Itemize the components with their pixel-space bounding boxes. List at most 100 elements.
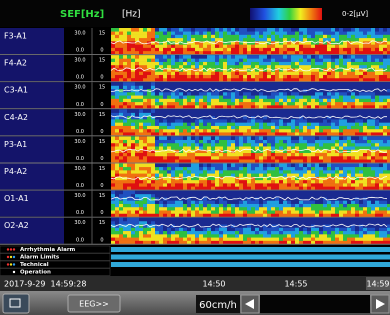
spectrogram-cell — [143, 109, 147, 113]
spectrogram-cell — [375, 129, 379, 133]
spectrogram-cell — [203, 95, 207, 99]
spectrogram-cell — [291, 200, 295, 204]
spectrogram-cell — [231, 92, 235, 96]
spectrogram-cell — [383, 58, 387, 62]
spectrogram-cell — [183, 234, 187, 238]
spectrogram-cell — [351, 58, 355, 62]
spectrogram-cell — [283, 109, 287, 113]
spectrogram-cell — [219, 156, 223, 160]
channel-name: O2-A2 — [4, 221, 29, 230]
spectrogram-cell — [255, 204, 259, 208]
spectrogram-cell — [235, 213, 239, 217]
spectrogram-cell — [207, 71, 211, 75]
spectrogram-cell — [135, 153, 139, 157]
spectrogram-cell — [271, 204, 275, 208]
spectrogram-cell — [115, 153, 119, 157]
spectrogram-cell — [319, 153, 323, 157]
spectrogram-cell — [283, 210, 287, 214]
spectrogram-cell — [315, 167, 319, 171]
spectrogram-cell — [351, 62, 355, 66]
spectrogram-cell — [367, 109, 371, 113]
settings-icon[interactable] — [3, 294, 29, 313]
spectrogram-cell — [211, 71, 215, 75]
spectrogram-cell — [259, 227, 263, 231]
spectrogram-cell — [123, 167, 127, 171]
spectrogram-cell — [175, 183, 179, 187]
spectrogram-cell — [315, 85, 319, 89]
spectrogram-cell — [123, 82, 127, 86]
spectrogram-cell — [243, 210, 247, 214]
spectrogram-cell — [303, 85, 307, 89]
spectrogram-cell — [319, 186, 323, 190]
spectrogram-cell — [383, 237, 387, 241]
spectrogram-cell — [295, 186, 299, 190]
spectrogram-cell — [151, 51, 155, 55]
spectrogram-cell — [259, 51, 263, 55]
spectrogram-cell — [283, 159, 287, 163]
spectrogram-cell — [143, 173, 147, 177]
spectrogram-cell — [143, 153, 147, 157]
spectrogram-cell — [155, 55, 159, 59]
spectrogram-cell — [239, 140, 243, 144]
spectrogram-cell — [299, 109, 303, 113]
spectrogram-cell — [139, 140, 143, 144]
spectrogram-cell — [323, 156, 327, 160]
spectrogram-cell — [231, 109, 235, 113]
spectrogram-cell — [307, 109, 311, 113]
spectrogram-cell — [171, 136, 175, 140]
spectrogram-cell — [223, 75, 227, 79]
spectrogram-cell — [283, 156, 287, 160]
spectrogram-cell — [191, 164, 195, 168]
spectrogram-cell — [179, 95, 183, 99]
spectrogram-cell — [315, 183, 319, 187]
spectrogram-cell — [223, 51, 227, 55]
spectrogram-cell — [199, 164, 203, 168]
spectrogram-cell — [311, 140, 315, 144]
spectrogram-cell — [199, 44, 203, 48]
spectrogram-cell — [203, 167, 207, 171]
spectrogram-cell — [327, 173, 331, 177]
spectrogram-cell — [123, 213, 127, 217]
spectrogram-cell — [175, 92, 179, 96]
spectrogram-cell — [383, 92, 387, 96]
spectrogram-cell — [363, 99, 367, 103]
spectrogram-cell — [355, 207, 359, 211]
spectrogram-cell — [275, 92, 279, 96]
spectrogram-cell — [139, 105, 143, 109]
spectrogram-cell — [267, 58, 271, 62]
spectrogram-cell — [111, 31, 115, 35]
spectrogram-cell — [295, 31, 299, 35]
spectrogram-cell — [151, 99, 155, 103]
spectrogram-cell — [167, 183, 171, 187]
spectrogram-cell — [119, 126, 123, 130]
spectrogram-cell — [303, 227, 307, 231]
spectrogram-cell — [127, 62, 131, 66]
spectrogram-cell — [159, 113, 163, 117]
spectrogram-cell — [379, 153, 383, 157]
spectrogram-cell — [287, 156, 291, 160]
spectrogram-cell — [223, 105, 227, 109]
scale-max: 15 — [99, 220, 105, 226]
channel-name: P3-A1 — [4, 140, 27, 149]
spectrogram-cell — [255, 237, 259, 241]
spectrogram-cell — [331, 126, 335, 130]
spectrogram-cell — [231, 122, 235, 126]
spectrogram-cell — [371, 75, 375, 79]
spectrogram-cell — [231, 85, 235, 89]
spectrogram-cell — [211, 75, 215, 79]
spectrogram-cell — [147, 31, 151, 35]
spectrogram-cell — [163, 35, 167, 39]
spectrogram-cell — [119, 153, 123, 157]
spectrogram-cell — [163, 38, 167, 42]
spectrogram-cell — [111, 35, 115, 39]
spectrogram-cell — [295, 227, 299, 231]
spectrogram-cell — [291, 221, 295, 225]
spectrogram-cell — [307, 48, 311, 52]
spectrogram-cell — [255, 143, 259, 147]
spectrogram-cell — [191, 35, 195, 39]
spectrogram-cell — [211, 231, 215, 235]
spectrogram-cell — [243, 194, 247, 198]
spectrogram-cell — [207, 55, 211, 59]
spectrogram-cell — [283, 213, 287, 217]
spectrogram-cell — [331, 227, 335, 231]
